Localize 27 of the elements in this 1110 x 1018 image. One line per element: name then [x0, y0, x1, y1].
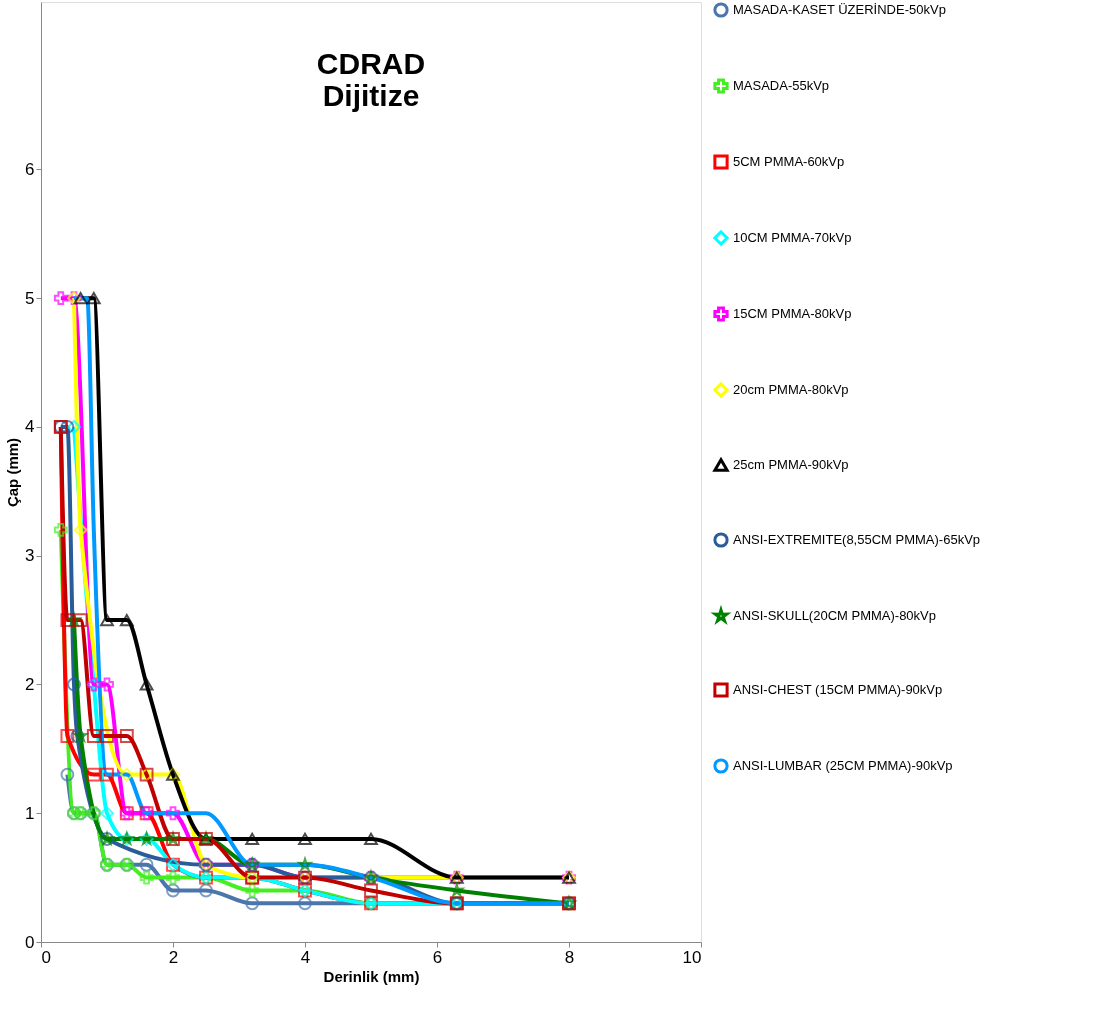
y-tick-label: 6: [25, 159, 35, 179]
legend-label: 10CM PMMA-70kVp: [733, 230, 852, 245]
legend-label: MASADA-KASET ÜZERİNDE-50kVp: [733, 2, 946, 17]
x-tick-label: 6: [432, 947, 443, 967]
y-tick-label: 4: [25, 417, 35, 437]
x-tick-label: 0: [41, 947, 51, 967]
y-axis-title: Çap (mm): [4, 437, 22, 508]
legend-label: MASADA-55kVp: [733, 78, 830, 93]
x-tick-label: 10: [682, 947, 702, 967]
x-axis-title: Derinlik (mm): [323, 967, 420, 985]
y-tick-label: 0: [25, 932, 35, 952]
legend-label: ANSI-SKULL(20CM PMMA)-80kVp: [733, 608, 936, 623]
legend-label: 25cm PMMA-90kVp: [733, 457, 849, 472]
legend-label: 20cm PMMA-80kVp: [733, 382, 849, 397]
x-tick-label: 2: [168, 947, 179, 967]
legend-label: 5CM PMMA-60kVp: [733, 154, 845, 169]
text: CDRAD Dijitize: [316, 47, 426, 112]
legend-label: ANSI-CHEST (15CM PMMA)-90kVp: [733, 682, 943, 697]
legend-label: ANSI-EXTREMITE(8,55CM PMMA)-65kVp: [733, 532, 981, 547]
x-tick-label: 8: [564, 947, 575, 967]
y-tick-label: 1: [25, 803, 35, 823]
y-tick-label: 2: [25, 674, 35, 694]
y-tick-label: 3: [25, 546, 35, 566]
x-tick-label: 4: [300, 947, 311, 967]
legend-label: ANSI-LUMBAR (25CM PMMA)-90kVp: [733, 758, 953, 773]
legend-label: 15CM PMMA-80kVp: [733, 306, 852, 321]
y-tick-label: 5: [25, 288, 35, 308]
